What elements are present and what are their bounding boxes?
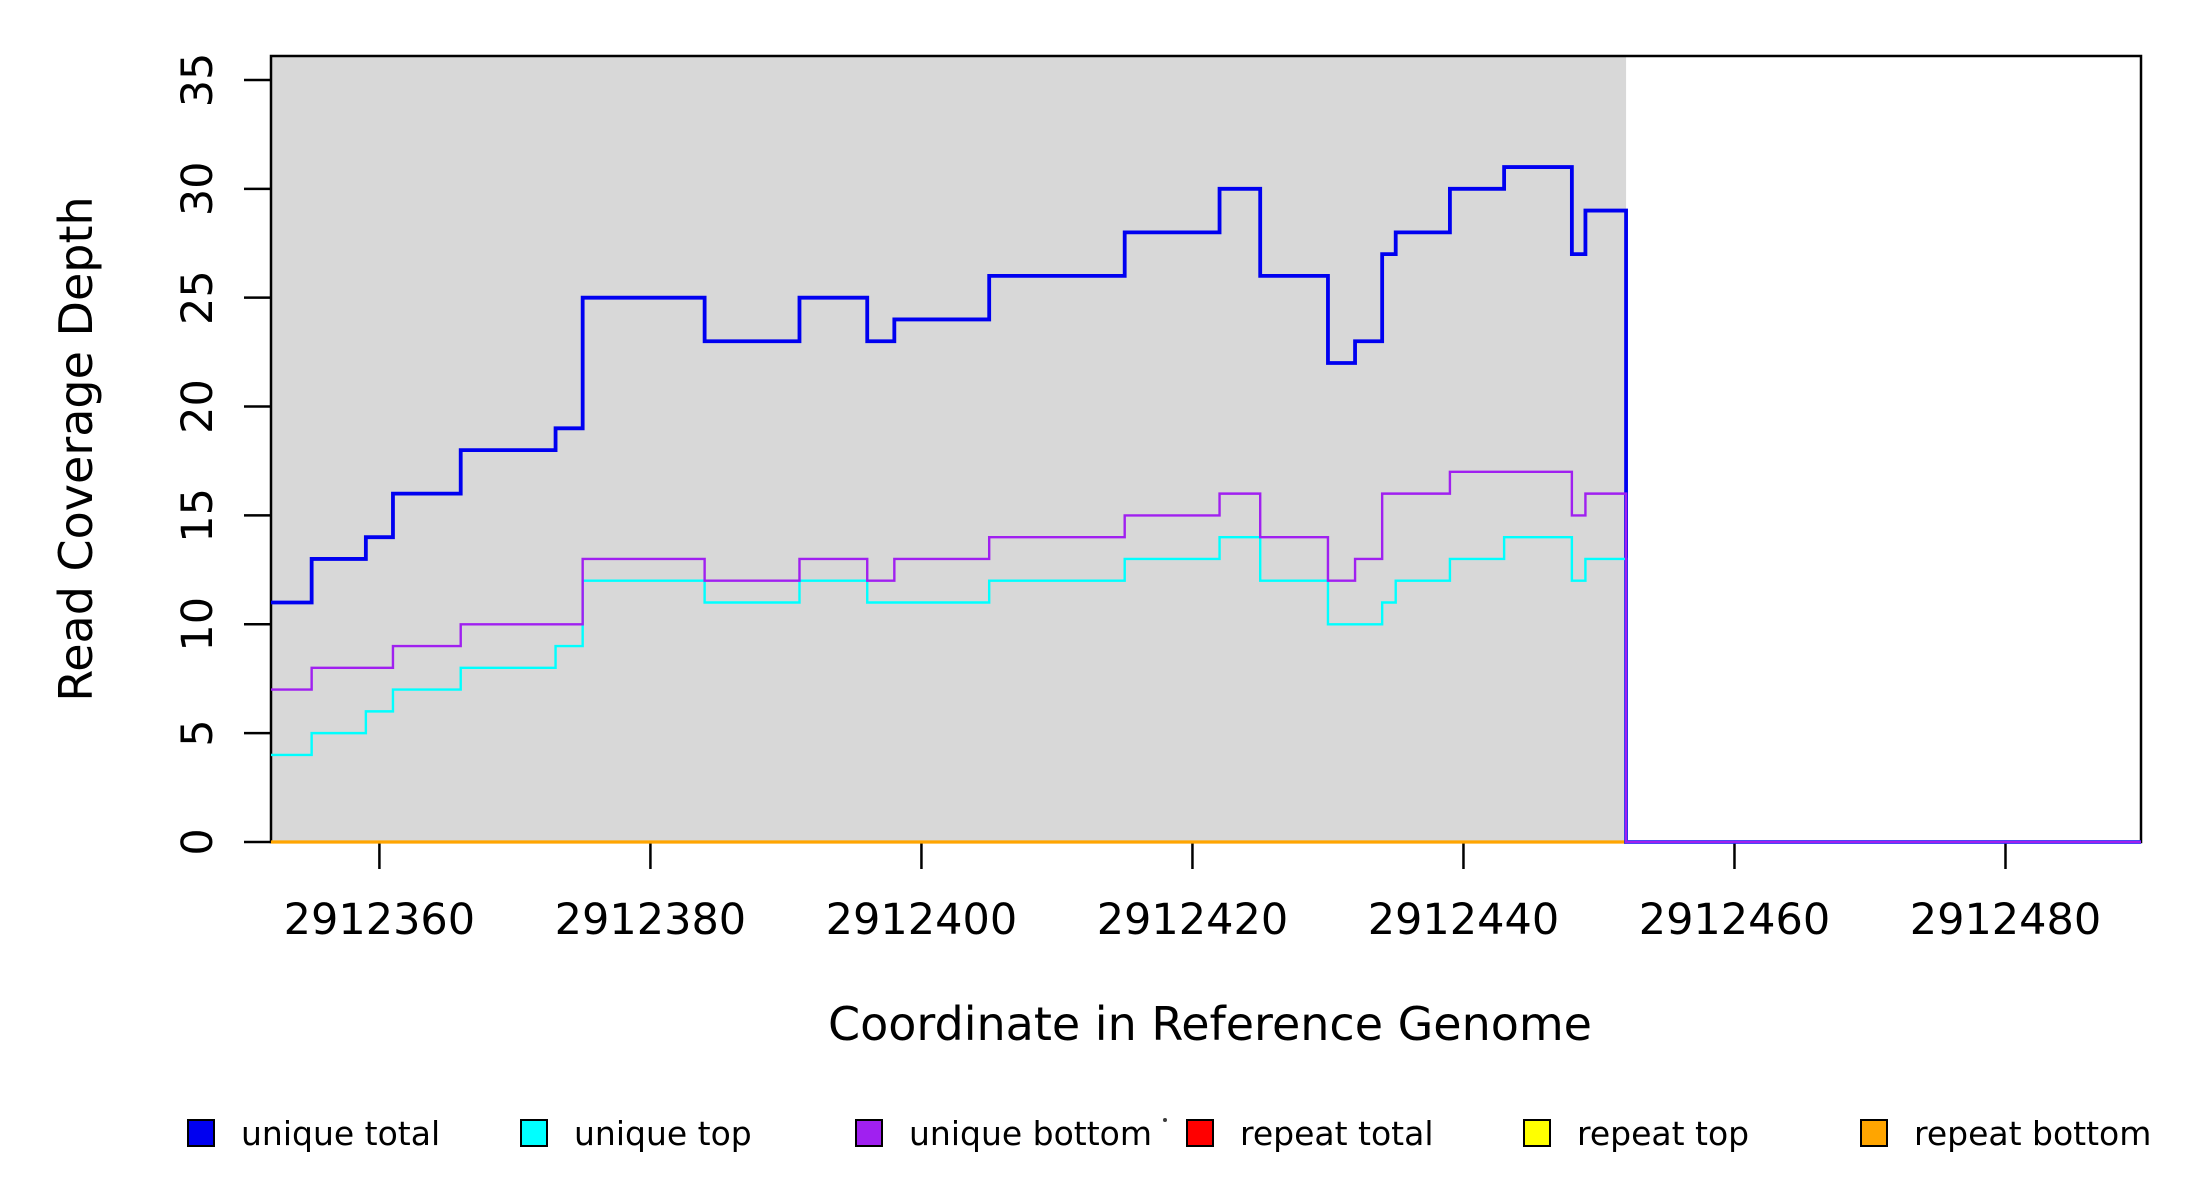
legend-swatch-icon [520,1119,548,1147]
legend-swatch-icon [855,1119,883,1147]
y-tick-label: 25 [173,270,223,325]
y-tick-label: 15 [173,488,223,543]
y-tick-label: 5 [173,719,223,746]
plot-underlay: 0 5 10 15 20 25 30 35 2912360 2912380 2912400 29124… [173,53,2101,945]
legend-swatch-icon [187,1119,215,1147]
legend-label: repeat top [1577,1113,1750,1153]
legend-swatch-icon [1523,1119,1551,1147]
x-tick-label: 2912360 [284,895,476,945]
legend-item-repeat-total: repeat total [1186,1112,1434,1154]
legend-swatch-icon [1186,1119,1214,1147]
series-lines [271,165,2141,844]
legend-label: repeat bottom [1914,1113,2152,1153]
x-tick-label: 2912420 [1097,895,1289,945]
x-axis-title: Coordinate in Reference Genome [828,997,1592,1051]
y-tick-label: 0 [173,828,223,855]
legend-item-unique-top: unique top [520,1112,752,1154]
legend-label: unique top [574,1113,752,1153]
legend-item-repeat-top: repeat top [1523,1112,1749,1154]
y-tick-label: 10 [173,597,223,652]
x-tick-label: 2912400 [826,895,1018,945]
y-axis-title: Read Coverage Depth [49,196,103,701]
y-tick-label: 20 [173,379,223,434]
x-tick-label: 2912480 [1910,895,2102,945]
legend-item-repeat-bottom: repeat bottom [1860,1112,2151,1154]
x-tick-label: 2912460 [1639,895,1831,945]
legend-swatch-icon [1860,1119,1888,1147]
legend-item-unique-total: unique total [187,1112,440,1154]
legend-label: unique total [241,1113,441,1153]
legend-label: repeat total [1240,1113,1434,1153]
legend-label: unique bottom [909,1113,1153,1153]
series-unique-bottom [271,470,2141,844]
x-tick-label: 2912440 [1368,895,1560,945]
series-unique-total [271,165,2141,844]
series-unique-top [271,535,2141,844]
legend: unique total unique top unique bottom repea… [0,0,2200,1153]
y-tick-label: 30 [173,161,223,216]
stray-dot [1163,1118,1167,1122]
y-tick-label: 35 [173,53,223,108]
x-tick-label: 2912380 [555,895,747,945]
legend-item-unique-bottom: unique bottom [855,1112,1152,1154]
